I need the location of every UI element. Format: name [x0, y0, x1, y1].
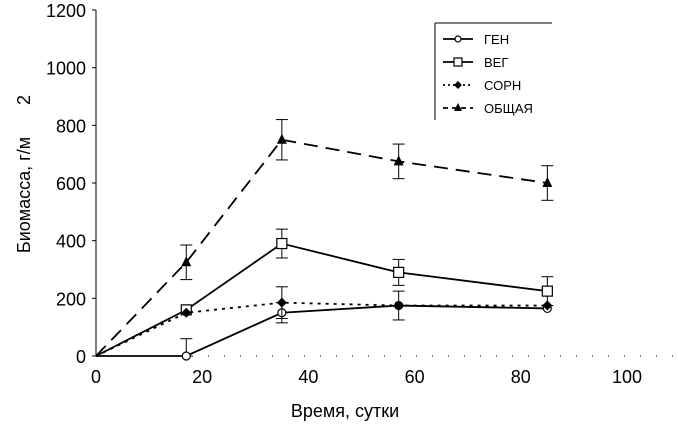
series-line [96, 304, 548, 357]
legend-label: ГЕН [484, 32, 509, 47]
triangle-marker [181, 256, 192, 267]
y-axis-label-superscript: 2 [14, 95, 34, 105]
x-axis-label: Время, сутки [291, 401, 399, 421]
square-marker [276, 237, 288, 250]
y-tick-label: 1200 [46, 1, 86, 21]
y-tick-label: 600 [56, 174, 86, 194]
y-axis-label: Биомасса, г/м [14, 137, 34, 253]
legend-label: ВЕГ [484, 55, 508, 70]
triangle-marker [542, 177, 553, 187]
series-line [95, 242, 548, 357]
y-tick-label: 1000 [46, 59, 86, 79]
diamond-marker [542, 300, 553, 311]
axes: 0 200 400 600 800 1000 1200 0 20 40 60 80 100 [46, 1, 675, 387]
diamond-marker [454, 81, 462, 89]
y-tick-label: 800 [56, 116, 86, 136]
legend-label: ОБЩАЯ [484, 101, 533, 116]
series-4 [95, 119, 554, 357]
square-marker [393, 266, 405, 278]
series-line [95, 301, 548, 357]
diamond-marker [393, 300, 404, 311]
diamond-marker [181, 307, 192, 318]
y-tick-label: 200 [56, 289, 86, 309]
legend: ГЕН ВЕГ СОРН ОБЩАЯ [434, 22, 552, 120]
square-marker [453, 57, 463, 67]
circle-marker [181, 351, 191, 361]
series-group [95, 119, 554, 361]
legend-label: СОРН [484, 78, 521, 93]
x-tick-label: 60 [405, 367, 425, 387]
series-1 [96, 300, 552, 361]
x-tick-label: 100 [612, 367, 642, 387]
triangle-marker [393, 155, 404, 166]
series-3 [95, 286, 553, 357]
legend-item: ОБЩАЯ [443, 101, 533, 116]
legend-item: ВЕГ [443, 55, 508, 70]
x-tick-label: 80 [511, 367, 531, 387]
y-tick-label: 400 [56, 232, 86, 252]
x-tick-label: 20 [192, 367, 212, 387]
x-tick-label: 40 [298, 367, 318, 387]
triangle-marker [454, 103, 462, 111]
square-marker [541, 285, 553, 297]
triangle-marker [276, 133, 287, 144]
series-2 [95, 228, 554, 357]
circle-marker [454, 35, 462, 43]
series-line [95, 138, 548, 357]
x-tick-label: 0 [91, 367, 101, 387]
y-tick-label: 0 [76, 347, 86, 367]
legend-item: ГЕН [443, 32, 509, 47]
legend-item: СОРН [443, 78, 521, 93]
diamond-marker [276, 297, 287, 308]
